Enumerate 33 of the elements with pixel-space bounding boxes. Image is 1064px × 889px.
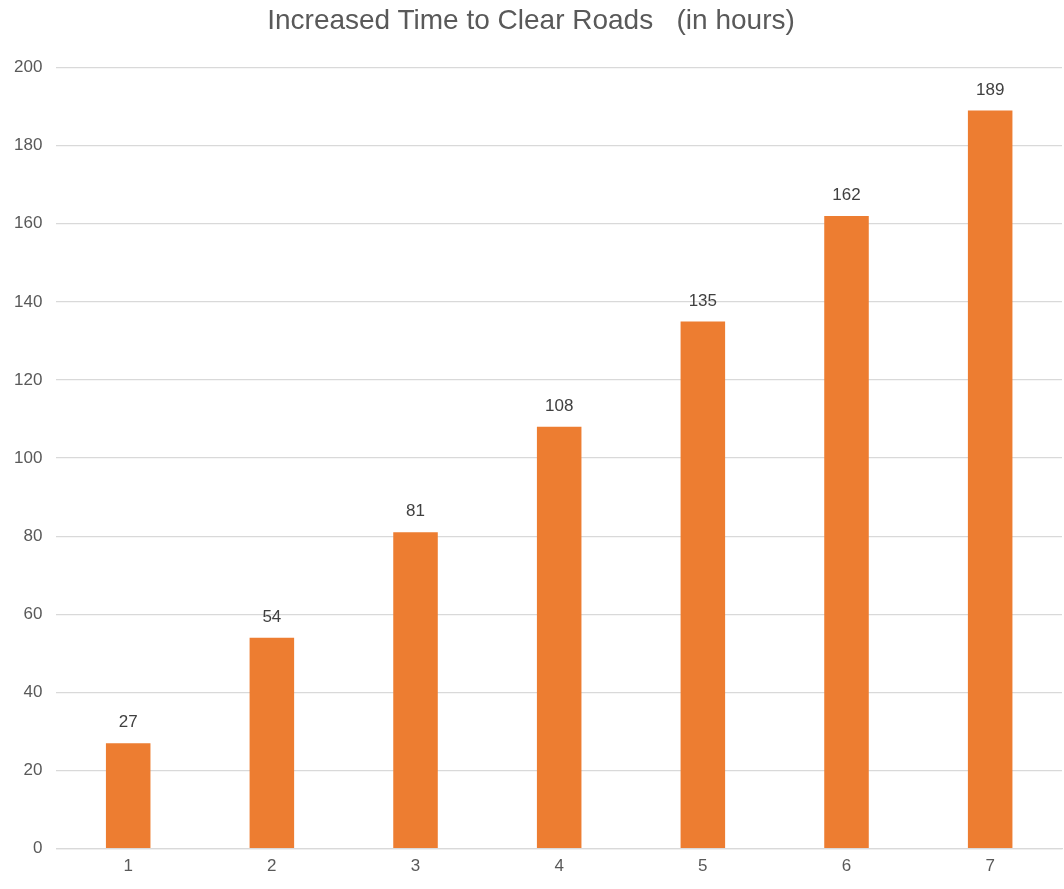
x-tick-label: 2 (267, 856, 277, 876)
bar (249, 637, 295, 848)
bar (105, 743, 151, 848)
bar (967, 110, 1013, 848)
x-tick-label: 6 (841, 856, 852, 876)
bar (536, 426, 582, 848)
x-tick-label: 3 (410, 856, 421, 876)
data-label: 54 (262, 606, 282, 626)
y-tick-label: 200 (13, 57, 43, 77)
x-tick-label: 4 (554, 856, 564, 876)
bar (393, 532, 438, 848)
y-tick-label: 20 (23, 760, 43, 780)
x-tick-label: 7 (985, 856, 995, 876)
y-tick-label: 120 (13, 369, 43, 389)
bar (680, 321, 726, 848)
y-tick-label: 60 (23, 603, 43, 623)
data-label: 108 (544, 396, 574, 416)
x-tick-label: 1 (123, 856, 133, 876)
y-tick-label: 40 (23, 682, 43, 702)
y-tick-label: 0 (32, 838, 43, 858)
y-tick-label: 140 (13, 291, 43, 311)
data-label: 27 (118, 712, 138, 732)
y-tick-label: 100 (13, 447, 43, 467)
x-tick-label: 5 (698, 856, 708, 876)
data-label: 135 (688, 290, 718, 310)
data-label: 81 (406, 501, 425, 521)
data-label: 189 (975, 79, 1005, 99)
bar (824, 215, 869, 848)
y-tick-label: 180 (13, 135, 43, 155)
y-tick-label: 80 (23, 525, 43, 545)
data-label: 162 (832, 185, 861, 205)
chart-title: Increased Time to Clear Roads (in hours) (267, 3, 795, 35)
y-tick-label: 160 (13, 213, 43, 233)
